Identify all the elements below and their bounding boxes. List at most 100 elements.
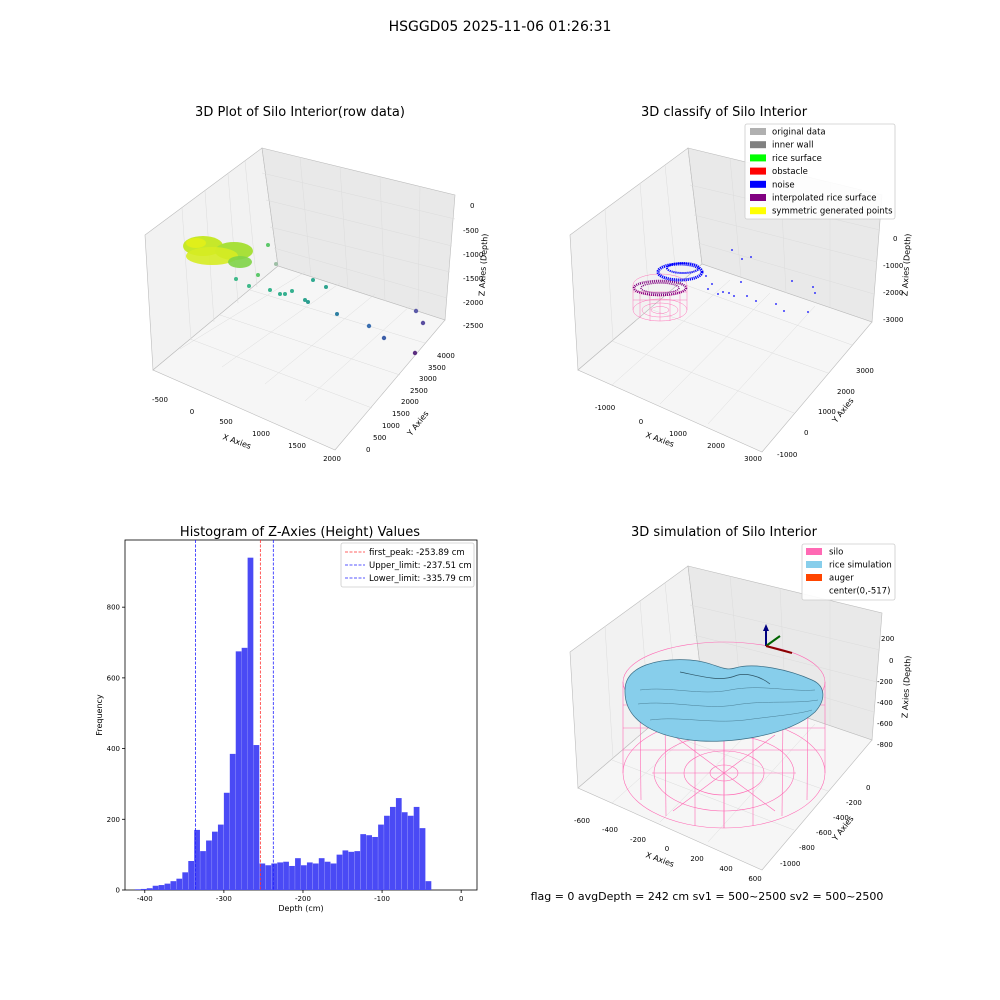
histogram-bar — [223, 792, 230, 890]
histogram-bar — [200, 851, 206, 890]
histogram-legend-label: first_peak: -253.89 cm — [369, 548, 465, 558]
panel4-legend: silo rice simulation auger center(0,-517) — [801, 543, 896, 601]
panel2-ytick-0: -1000 — [777, 451, 797, 459]
panel2-xtick-0: -1000 — [595, 404, 615, 412]
panel2-noise-ring — [656, 262, 704, 282]
panel2-xtick-4: 3000 — [744, 455, 762, 463]
panel4-zlabel: Z Axies (Depth) — [900, 655, 912, 718]
histogram-bar — [253, 745, 260, 890]
panel4-legend-label: auger — [829, 574, 854, 584]
histogram-bar — [289, 865, 295, 890]
histogram-bar — [378, 824, 384, 890]
panel2-ztick-1: -1000 — [883, 262, 903, 270]
panel2-ytick-4: 3000 — [856, 367, 874, 375]
figure-title: HSGGD05 2025-11-06 01:26:31 — [389, 19, 612, 35]
histogram-bar — [389, 806, 396, 890]
panel2-ytick-2: 1000 — [818, 408, 836, 416]
panel4-xtick-6: 600 — [748, 875, 761, 883]
panel4-legend-swatch — [806, 574, 822, 581]
panel4-ytick-4: -800 — [799, 844, 815, 852]
panel4-xtick-4: 200 — [690, 855, 703, 863]
histogram-bar — [212, 831, 218, 890]
panel2-legend: original data inner wall rice surface obsta… — [744, 123, 896, 220]
panel1-ytick-7: 3500 — [428, 364, 446, 372]
panel2-title: 3D classify of Silo Interior — [641, 105, 808, 120]
histogram-legend-label: Lower_limit: -335.79 cm — [369, 574, 471, 584]
panel2-xtick-2: 1000 — [669, 430, 687, 438]
histogram-bar — [140, 888, 147, 890]
panel4-legend-swatch — [806, 548, 822, 555]
panel4-z-ticks: 200 0 -200 -400 -600 -800 Z Axies (Depth… — [877, 635, 913, 749]
histogram-bars — [134, 557, 432, 890]
panel2-legend-swatch — [750, 154, 766, 162]
panel2-legend-label: rice surface — [772, 154, 822, 164]
panel1-point-cloud — [183, 236, 426, 356]
histogram-bar — [366, 835, 372, 890]
panel2-noise-points — [705, 249, 816, 313]
panel2-xtick-3: 2000 — [707, 442, 725, 450]
panel2-legend-label: noise — [772, 180, 795, 190]
histogram-bar — [342, 850, 349, 890]
panel2-legend-swatch — [750, 194, 766, 201]
histogram-bar — [419, 828, 426, 890]
histogram-bar — [164, 883, 171, 890]
panel4-ytick-0: 0 — [866, 784, 870, 792]
histogram-bar — [241, 647, 248, 890]
histogram-bar — [318, 858, 325, 890]
histogram-xtick-label: -200 — [295, 895, 311, 903]
histogram-bar — [194, 829, 200, 890]
histogram-bar — [301, 865, 307, 890]
panel1-ytick-1: 500 — [373, 434, 386, 442]
panel4-rice-surface — [624, 659, 824, 742]
histogram-bar — [384, 815, 390, 890]
panel2-legend-swatch — [750, 180, 766, 188]
panel2-ztick-0: 0 — [893, 235, 897, 243]
histogram-bar — [401, 812, 408, 890]
panel-raw-data: 3D Plot of Silo Interior(row data) — [144, 105, 490, 463]
panel1-y-ticks: 0 500 1000 1500 2000 2500 3000 3500 4000… — [366, 352, 455, 454]
panel2-ytick-1: 0 — [804, 429, 808, 437]
panel4-xtick-2: -200 — [630, 836, 646, 844]
panel2-interpolated-surface — [632, 279, 688, 297]
panel2-zlabel: Z Axies (Depth) — [900, 233, 912, 296]
panel4-ztick-0: 200 — [881, 635, 894, 643]
panel1-ytick-4: 2000 — [401, 398, 419, 406]
panel2-legend-swatch — [750, 141, 766, 149]
histogram-ytick-label: 400 — [107, 745, 120, 753]
histogram-bar — [372, 836, 378, 890]
panel2-legend-label: interpolated rice surface — [772, 194, 877, 204]
panel1-ytick-2: 1000 — [382, 422, 400, 430]
histogram-bar — [152, 885, 159, 890]
panel4-auger-axes — [763, 624, 793, 654]
panel4-xtick-1: -400 — [602, 826, 618, 834]
histogram-xlabel: Depth (cm) — [278, 904, 323, 913]
panel4-title: 3D simulation of Silo Interior — [631, 525, 818, 540]
panel1-xtick-3: 1000 — [252, 430, 270, 438]
histogram-bar — [354, 851, 361, 890]
panel2-ytick-3: 2000 — [837, 388, 855, 396]
panel4-legend-label: rice simulation — [829, 561, 892, 571]
panel1-ztick-4: -2000 — [463, 299, 483, 307]
panel1-ytick-0: 0 — [366, 446, 370, 454]
panel2-legend-swatch — [750, 128, 766, 135]
panel1-ytick-8: 4000 — [437, 352, 455, 360]
panel1-ztick-5: -2500 — [463, 322, 483, 330]
histogram-bar — [295, 858, 301, 890]
panel4-xlabel: X Axies — [644, 850, 675, 869]
histogram-bar — [336, 854, 343, 890]
panel1-ytick-5: 2500 — [410, 387, 428, 395]
histogram-xtick-label: -400 — [137, 895, 153, 903]
panel4-xtick-5: 400 — [719, 865, 732, 873]
panel1-xlabel: X Axies — [221, 432, 252, 451]
histogram-ytick-label: 600 — [107, 674, 120, 682]
panel-simulation: 3D simulation of Silo Interior — [569, 525, 913, 883]
panel2-legend-swatch — [750, 207, 766, 215]
panel1-ytick-6: 3000 — [419, 375, 437, 383]
histogram-bar — [265, 865, 272, 890]
panel2-legend-label: inner wall — [772, 141, 813, 151]
panel1-xtick-4: 1500 — [288, 442, 306, 450]
histogram-bar — [348, 851, 355, 890]
panel1-axes-box — [144, 147, 456, 451]
panel4-ztick-2: -200 — [877, 678, 893, 686]
panel4-ytick-1: -200 — [846, 799, 862, 807]
